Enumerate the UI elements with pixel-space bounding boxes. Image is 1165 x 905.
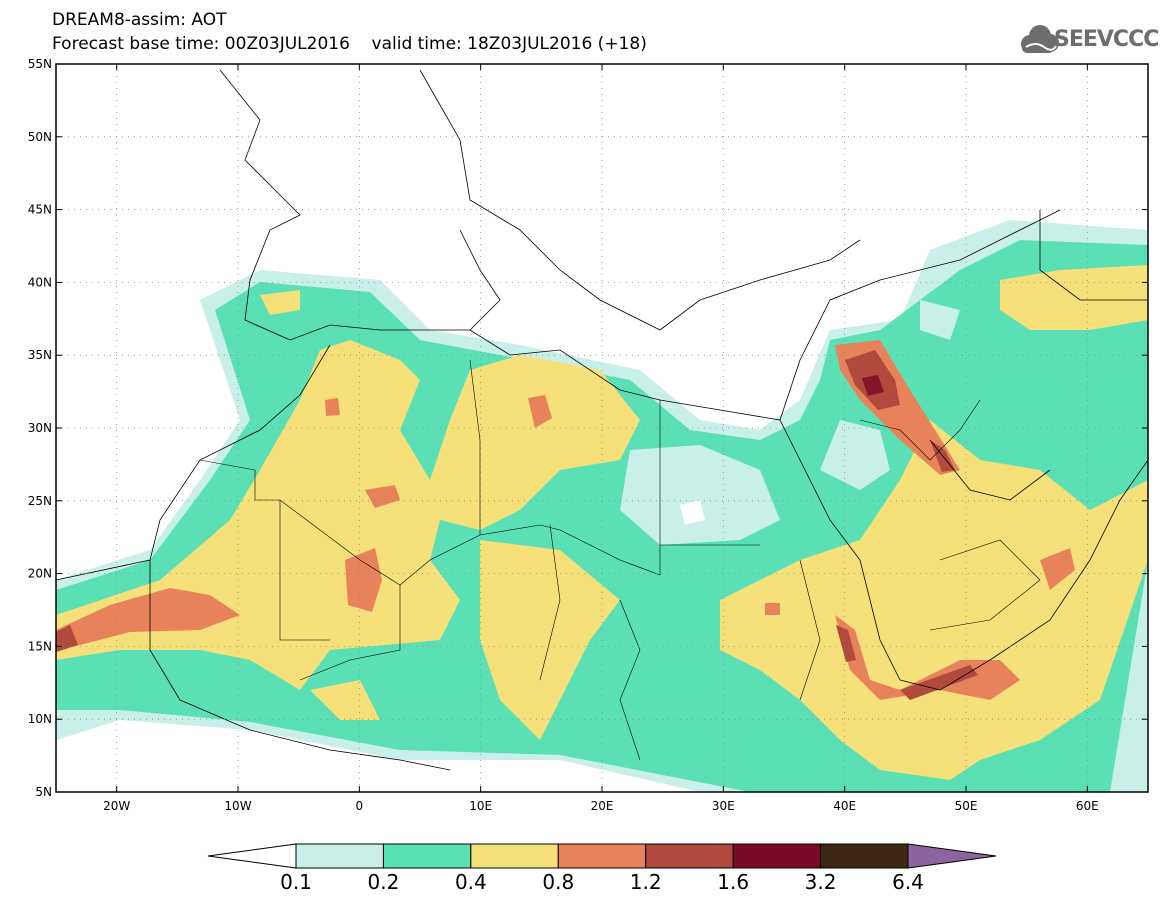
colorbar	[207, 843, 997, 869]
colorbar-level-label: 0.8	[542, 870, 575, 894]
axis-ticks	[56, 63, 1148, 793]
colorbar-swatch	[382, 843, 472, 869]
lon-tick-label: 40E	[833, 799, 856, 813]
lat-tick-label: 35N	[28, 348, 52, 362]
lat-lon-grid	[56, 64, 1148, 792]
borders	[199, 359, 1041, 761]
colorbar-swatch	[470, 843, 559, 869]
lat-tick-label: 45N	[28, 203, 52, 217]
colorbar-swatch	[295, 843, 384, 869]
colorbar-level-label: 1.2	[629, 870, 662, 894]
colorbar-swatch	[557, 843, 647, 869]
lat-tick-label: 5N	[35, 785, 52, 799]
lon-tick-label: 0	[356, 799, 364, 813]
lat-axis: 5N 10N 15N 20N 25N 30N 35N 40N 45N 50N 55N	[28, 57, 52, 799]
coastlines	[56, 69, 1148, 771]
lat-tick-label: 50N	[28, 130, 52, 144]
lon-tick-label: 10E	[469, 799, 492, 813]
cloud-icon	[1021, 25, 1059, 53]
colorbar-level-label: 3.2	[804, 870, 837, 894]
lon-tick-label: 60E	[1076, 799, 1099, 813]
lon-tick-label: 30E	[712, 799, 735, 813]
aot-field	[56, 220, 1148, 792]
forecast-time-line: Forecast base time: 00Z03JUL2016 valid t…	[52, 34, 647, 54]
map-title: DREAM8-assim: AOT	[52, 10, 227, 30]
colorbar-swatch	[732, 843, 822, 869]
colorbar-swatch	[645, 843, 734, 869]
lon-tick-label: 10W	[224, 799, 251, 813]
lon-axis: 20W 10W 0 10E 20E 30E 40E 50E 60E	[103, 799, 1099, 813]
lat-tick-label: 20N	[28, 567, 52, 581]
colorbar-level-label: 6.4	[892, 870, 924, 894]
lat-tick-label: 55N	[28, 57, 52, 71]
lat-tick-label: 40N	[28, 275, 52, 289]
colorbar-min-arrow	[207, 843, 297, 869]
lat-tick-label: 25N	[28, 494, 52, 508]
lat-tick-label: 10N	[28, 712, 52, 726]
colorbar-max-arrow	[907, 843, 997, 869]
lon-tick-label: 20E	[591, 799, 614, 813]
lon-tick-label: 20W	[103, 799, 130, 813]
colorbar-level-label: 0.2	[367, 870, 400, 894]
logo-text: SEEVCCC	[1054, 27, 1159, 52]
colorbar-level-label: 1.6	[717, 870, 750, 894]
colorbar-level-label: 0.1	[280, 870, 312, 894]
colorbar-swatch	[820, 843, 909, 869]
lat-tick-label: 30N	[28, 421, 52, 435]
colorbar-level-label: 0.4	[454, 870, 487, 894]
lat-tick-label: 15N	[28, 639, 52, 653]
lon-tick-label: 50E	[955, 799, 978, 813]
